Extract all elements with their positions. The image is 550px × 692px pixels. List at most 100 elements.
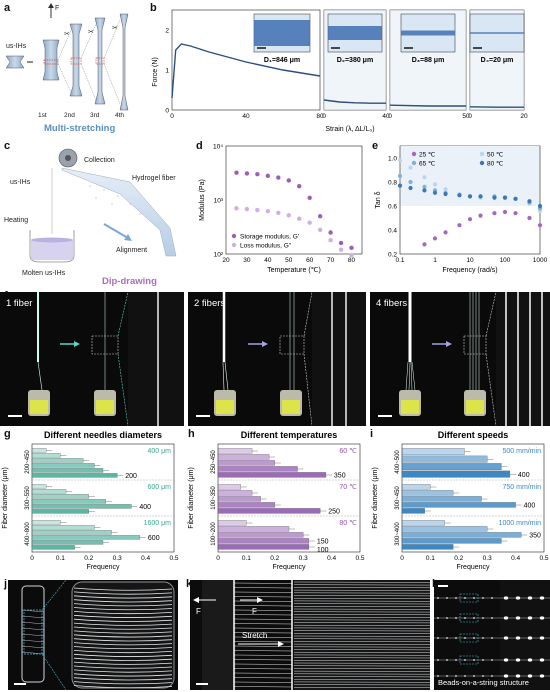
e-point [422,188,427,193]
svg-h-group-label: 60 ℃ [339,448,357,455]
e-point [467,217,473,222]
d-legend-marker [231,242,237,248]
d-ytick: 10³ [214,198,224,205]
beaker [29,230,75,263]
b-xtick: 20 [520,113,528,120]
zoom-box [459,655,479,665]
b-ytick: 2 [165,28,169,35]
e-legend-label: 65 ℃ [419,161,436,168]
e-point [422,175,427,180]
winding-fiber [73,642,173,646]
d-point [317,227,323,233]
svg-g-title: Different needles diameters [44,430,162,440]
d-point [297,184,302,189]
svg-i-bar [401,502,516,508]
e-point [492,211,497,216]
svg-i-peak-label: 400 [524,503,536,510]
fiber-line [233,609,293,611]
svg-i-range-label: 300~400 [395,522,401,546]
bead [473,597,475,599]
svg-g-xtick: 0.3 [113,555,122,562]
d-point [244,206,250,212]
panel-d-chart: Modulus (Pa) 10² 10³ 10⁴ 20 30 40 50 60 70 80 Tempe… [199,144,363,274]
force-label: F [55,5,59,12]
d-point [338,240,344,246]
panel-c-schematic: Collection Hydrogel fiber us-IHs Heating… [4,148,177,287]
b-xtick: 50 [462,113,470,120]
b-xtick: 80 [316,113,324,120]
svg-g-bar [31,458,84,463]
svg-h-peak-label: 250 [328,509,340,516]
step-2: 2nd [64,112,75,119]
d-point [276,175,281,180]
e-point [457,223,462,228]
bead [455,617,457,619]
winding-fiber [73,681,173,685]
winding-fiber [73,591,173,595]
svg-g-bar [31,448,47,453]
e-legend-marker [411,151,417,157]
b-xtick: 0 [468,113,472,120]
svg-i-peak-label: 350 [529,533,541,540]
panel-letter-j: j [4,578,8,590]
d-point [255,172,260,177]
winding-fiber [73,587,173,591]
svg-h-peak-label: 350 [334,473,346,480]
d-point [286,213,291,218]
e-xtick: 100 [500,257,511,264]
svg-h-xtick: 0.4 [327,555,336,562]
panel-a-title: Multi-stretching [44,123,115,134]
e-point [492,195,497,200]
bead-zoom [527,596,533,600]
e-point [422,184,427,189]
step-1: 1st [38,112,47,119]
svg-g-peak-label: 600 [148,535,160,542]
bead-zoom [527,616,533,620]
fiber-line [233,614,293,616]
e-point [478,213,483,218]
svg-h-bar [217,454,270,460]
panel-letter-b: b [150,2,157,14]
bead [446,637,448,639]
bead [473,659,475,661]
bead-zoom [515,616,521,620]
d-point [265,173,271,179]
b-inset-label: D₂=380 μm [337,57,373,64]
svg-g-xlabel: Frequency [86,564,120,571]
winding-fiber [73,638,173,642]
b-inset-fiber [470,32,524,34]
d-xtick: 50 [285,257,293,264]
bead-zoom [527,636,533,640]
zoom-box [459,613,479,623]
svg-h-group-label: 80 ℃ [339,520,357,527]
e-point [502,195,508,200]
svg-h-group-label: 70 ℃ [339,484,357,491]
label-stretch: Stretch [242,631,267,640]
svg-g-bar [31,463,95,468]
panel-letter-h: h [188,428,195,440]
svg-h-ylabel: Fiber diameter (μm) [188,467,195,529]
d-xtick: 20 [222,257,230,264]
d-point [234,206,239,211]
e-legend-marker [411,160,417,166]
svg-i-range-label: 300~450 [395,486,401,510]
winding-fiber [73,646,173,650]
bead-zoom [503,636,509,640]
e-legend-label: 80 ℃ [487,161,504,168]
bead [437,637,439,639]
winding-fiber [73,618,173,622]
e-point [408,179,413,185]
svg-text:✂: ✂ [112,25,118,32]
e-xtick: 0.1 [395,257,404,264]
panel-letter-l: l [432,578,435,590]
b-inset-fiber [328,26,382,40]
bead-zoom [515,596,521,600]
e-point [443,191,448,197]
winding-fiber [73,657,173,661]
photo-label-1: 1 fiber [6,298,33,309]
b-series-line [389,104,466,107]
bead [482,597,484,599]
fiber-line [233,582,293,584]
winding-fiber [73,614,173,618]
